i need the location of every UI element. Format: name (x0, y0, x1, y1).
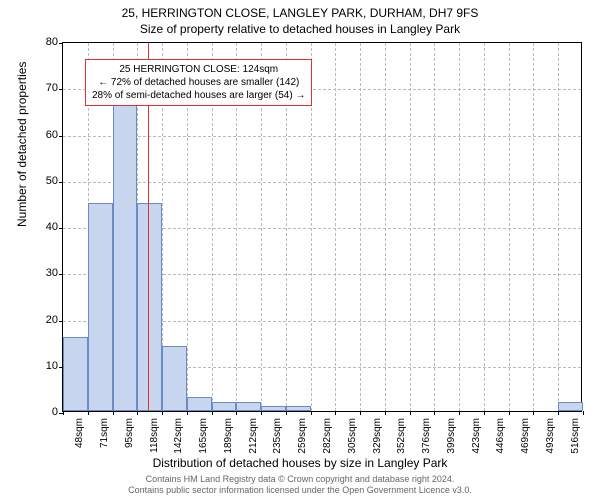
x-tick-label: 305sqm (347, 418, 358, 458)
footer-line1: Contains HM Land Registry data © Crown c… (0, 474, 600, 485)
x-tick-mark (558, 411, 559, 415)
x-tick-mark (63, 411, 64, 415)
grid-line-v (385, 43, 386, 411)
x-tick-label: 376sqm (421, 418, 432, 458)
x-tick-mark (113, 411, 114, 415)
grid-line-v (509, 43, 510, 411)
grid-line-v (335, 43, 336, 411)
x-tick-label: 189sqm (223, 418, 234, 458)
grid-line-v (360, 43, 361, 411)
histogram-bar (212, 402, 237, 411)
grid-line-v (484, 43, 485, 411)
y-axis-label: Number of detached properties (15, 62, 29, 227)
x-tick-mark (212, 411, 213, 415)
x-tick-mark (360, 411, 361, 415)
x-tick-label: 446sqm (495, 418, 506, 458)
y-tick-label: 10 (28, 360, 58, 372)
annotation-line: ← 72% of detached houses are smaller (14… (92, 76, 305, 89)
y-tick-label: 20 (28, 314, 58, 326)
plot-area: 25 HERRINGTON CLOSE: 124sqm← 72% of deta… (62, 42, 582, 412)
y-tick-label: 80 (28, 36, 58, 48)
x-tick-label: 165sqm (198, 418, 209, 458)
annotation-line: 28% of semi-detached houses are larger (… (92, 89, 305, 102)
y-tick-label: 60 (28, 129, 58, 141)
x-tick-label: 259sqm (297, 418, 308, 458)
x-tick-mark (583, 411, 584, 415)
chart-title-line1: 25, HERRINGTON CLOSE, LANGLEY PARK, DURH… (0, 6, 600, 20)
annotation-box: 25 HERRINGTON CLOSE: 124sqm← 72% of deta… (85, 59, 312, 106)
x-tick-label: 282sqm (322, 418, 333, 458)
x-tick-mark (286, 411, 287, 415)
x-tick-label: 352sqm (396, 418, 407, 458)
histogram-bar (286, 406, 311, 411)
x-tick-mark (236, 411, 237, 415)
chart-title-line2: Size of property relative to detached ho… (0, 22, 600, 36)
x-tick-mark (187, 411, 188, 415)
x-tick-mark (385, 411, 386, 415)
x-axis-label: Distribution of detached houses by size … (0, 456, 600, 470)
x-tick-label: 48sqm (74, 418, 85, 458)
histogram-bar (137, 203, 162, 411)
x-tick-mark (509, 411, 510, 415)
x-tick-mark (410, 411, 411, 415)
histogram-bar (261, 406, 286, 411)
x-tick-mark (484, 411, 485, 415)
x-tick-label: 212sqm (248, 418, 259, 458)
grid-line-h (63, 182, 581, 183)
x-tick-label: 516sqm (570, 418, 581, 458)
y-tick-mark (59, 228, 63, 229)
histogram-bar (162, 346, 187, 411)
x-tick-label: 399sqm (446, 418, 457, 458)
y-tick-mark (59, 182, 63, 183)
x-tick-label: 118sqm (149, 418, 160, 458)
grid-line-v (459, 43, 460, 411)
histogram-bar (113, 87, 138, 411)
histogram-bar (558, 402, 583, 411)
y-tick-label: 50 (28, 175, 58, 187)
x-tick-mark (434, 411, 435, 415)
x-tick-mark (137, 411, 138, 415)
x-tick-label: 329sqm (372, 418, 383, 458)
grid-line-v (533, 43, 534, 411)
y-tick-label: 70 (28, 82, 58, 94)
y-tick-label: 40 (28, 221, 58, 233)
x-tick-label: 235sqm (272, 418, 283, 458)
x-tick-mark (162, 411, 163, 415)
x-tick-label: 469sqm (520, 418, 531, 458)
chart-footer: Contains HM Land Registry data © Crown c… (0, 474, 600, 496)
y-tick-label: 0 (28, 406, 58, 418)
grid-line-v (558, 43, 559, 411)
annotation-line: 25 HERRINGTON CLOSE: 124sqm (92, 63, 305, 76)
y-tick-mark (59, 274, 63, 275)
y-tick-mark (59, 43, 63, 44)
x-tick-label: 95sqm (124, 418, 135, 458)
y-axis-label-text: Number of detached properties (15, 62, 29, 227)
x-tick-label: 493sqm (545, 418, 556, 458)
grid-line-h (63, 136, 581, 137)
x-tick-mark (261, 411, 262, 415)
grid-line-v (410, 43, 411, 411)
histogram-bar (236, 402, 261, 411)
x-tick-mark (335, 411, 336, 415)
x-tick-mark (533, 411, 534, 415)
x-tick-label: 142sqm (173, 418, 184, 458)
histogram-bar (88, 203, 113, 411)
histogram-bar (63, 337, 88, 411)
x-tick-mark (459, 411, 460, 415)
y-tick-mark (59, 89, 63, 90)
grid-line-v (434, 43, 435, 411)
x-tick-label: 423sqm (471, 418, 482, 458)
footer-line2: Contains public sector information licen… (0, 485, 600, 496)
y-tick-mark (59, 136, 63, 137)
y-tick-label: 30 (28, 267, 58, 279)
x-tick-label: 71sqm (99, 418, 110, 458)
histogram-bar (187, 397, 212, 411)
x-tick-mark (88, 411, 89, 415)
y-tick-mark (59, 321, 63, 322)
x-tick-mark (311, 411, 312, 415)
